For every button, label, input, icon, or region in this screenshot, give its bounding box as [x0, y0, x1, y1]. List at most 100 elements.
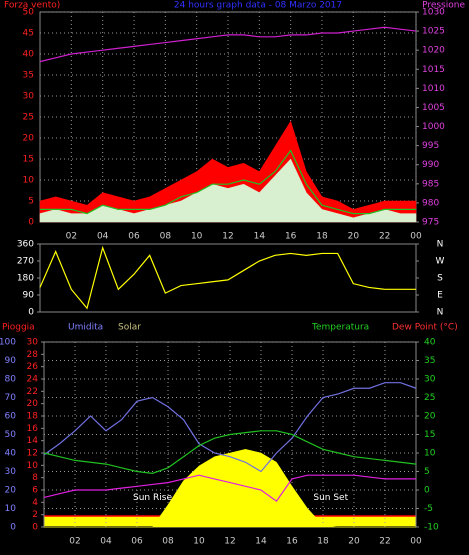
x-tick-label: 18 [317, 537, 329, 547]
x-tick-label: 18 [316, 232, 328, 242]
y2-tick-label: S [437, 274, 443, 284]
y-tick-label: 100 [0, 338, 16, 348]
y2-tick-label: 35 [424, 356, 435, 366]
series-line [39, 245, 416, 310]
y2-tick-label: N [437, 240, 444, 250]
y2-tick-label: 985 [422, 179, 439, 189]
y3-tick-label: 10 [27, 461, 39, 471]
x-tick-label: 12 [222, 232, 233, 242]
x-tick-label: 02 [69, 537, 80, 547]
x-tick-label: 16 [286, 537, 298, 547]
y3-tick-label: 18 [27, 412, 39, 422]
y-tick-label: 360 [17, 240, 34, 250]
y2-tick-label: 25 [424, 393, 435, 403]
plot-frame [39, 243, 417, 313]
y2-tick-label: 1025 [422, 27, 445, 37]
y2-tick-label: 1000 [422, 122, 445, 132]
x-tick-label: 12 [224, 537, 235, 547]
x-tick-label: 20 [348, 537, 360, 547]
x-tick-label: 16 [285, 232, 297, 242]
x-tick-label: 06 [131, 537, 143, 547]
y3-tick-label: 22 [27, 387, 38, 397]
y3-tick-label: 20 [27, 399, 39, 409]
y2-tick-label: 995 [422, 141, 439, 151]
y3-tick-label: 14 [27, 436, 39, 446]
x-tick-label: 00 [410, 232, 422, 242]
y-tick-label: 0 [10, 523, 16, 533]
y3-tick-label: 6 [32, 486, 38, 496]
y-tick-label: 20 [23, 134, 35, 144]
y-tick-label: 5 [28, 197, 34, 207]
y3-tick-label: 0 [32, 523, 38, 533]
y-tick-label: 90 [23, 291, 35, 301]
x-tick-label: 10 [193, 537, 205, 547]
y2-tick-label: 5 [424, 467, 430, 477]
y3-tick-label: 24 [27, 375, 39, 385]
x-tick-label: 22 [379, 537, 390, 547]
y-tick-label: 0 [28, 218, 34, 228]
series-area [44, 449, 416, 528]
y2-tick-label: 1030 [422, 8, 445, 18]
y-tick-label: 25 [23, 113, 34, 123]
x-tick-label: 14 [254, 232, 266, 242]
series-area [39, 120, 417, 223]
annotation: Sun Set [313, 493, 348, 503]
y-tick-label: 180 [17, 274, 34, 284]
series-line [40, 149, 416, 215]
y2-tick-label: E [437, 291, 443, 301]
y2-tick-label: N [437, 308, 444, 318]
humidity-axis-label: Umidita [68, 323, 103, 333]
y3-tick-label: 26 [27, 362, 39, 372]
x-tick-label: 20 [348, 232, 360, 242]
y2-tick-label: 975 [422, 218, 439, 228]
y-tick-label: 270 [17, 257, 34, 267]
y-tick-label: 30 [23, 92, 35, 102]
y2-tick-label: 1010 [422, 84, 445, 94]
y3-tick-label: 4 [32, 498, 38, 508]
x-tick-label: 08 [162, 537, 174, 547]
temperature-axis-label: Temperatura [311, 323, 369, 333]
series-line [43, 474, 416, 502]
y-tick-label: 70 [5, 393, 17, 403]
y2-tick-label: 30 [424, 375, 436, 385]
y-tick-label: 40 [5, 449, 17, 459]
x-tick-label: 00 [410, 537, 422, 547]
y2-tick-label: 1005 [422, 103, 445, 113]
y-tick-label: 50 [5, 430, 17, 440]
x-tick-label: 04 [97, 232, 109, 242]
x-tick-label: 14 [255, 537, 267, 547]
y-tick-label: 80 [5, 375, 17, 385]
x-tick-label: 04 [100, 537, 112, 547]
y-tick-label: 10 [23, 176, 35, 186]
wind-axis-label: Forza vento) [4, 1, 60, 11]
series-line [43, 382, 417, 473]
y3-tick-label: 8 [32, 473, 38, 483]
y3-tick-label: 12 [27, 449, 38, 459]
y-tick-label: 15 [23, 155, 34, 165]
y2-tick-label: -10 [424, 523, 439, 533]
annotation: Sun Rise [133, 493, 172, 503]
y-tick-label: 45 [23, 29, 34, 39]
y2-tick-label: -5 [424, 504, 433, 514]
y2-tick-label: 15 [424, 430, 435, 440]
legend-label: Solar [118, 323, 141, 333]
y-tick-label: 20 [5, 486, 17, 496]
pressure-axis-label: Pressione [422, 1, 465, 11]
x-tick-label: 06 [128, 232, 140, 242]
y3-tick-label: 16 [27, 424, 39, 434]
y-tick-label: 90 [5, 356, 17, 366]
y-tick-label: 60 [5, 412, 17, 422]
y-tick-label: 0 [28, 308, 34, 318]
y2-tick-label: 20 [424, 412, 436, 422]
series-line [39, 26, 417, 63]
y-tick-label: 10 [5, 504, 17, 514]
x-tick-label: 22 [379, 232, 390, 242]
y2-tick-label: 0 [424, 486, 430, 496]
y2-tick-label: 980 [422, 198, 439, 208]
y2-tick-label: 40 [424, 338, 436, 348]
y2-tick-label: 1015 [422, 65, 445, 75]
x-tick-label: 08 [160, 232, 172, 242]
legend-label: Dew Point (°C) [392, 323, 458, 333]
y2-tick-label: 1020 [422, 46, 445, 56]
